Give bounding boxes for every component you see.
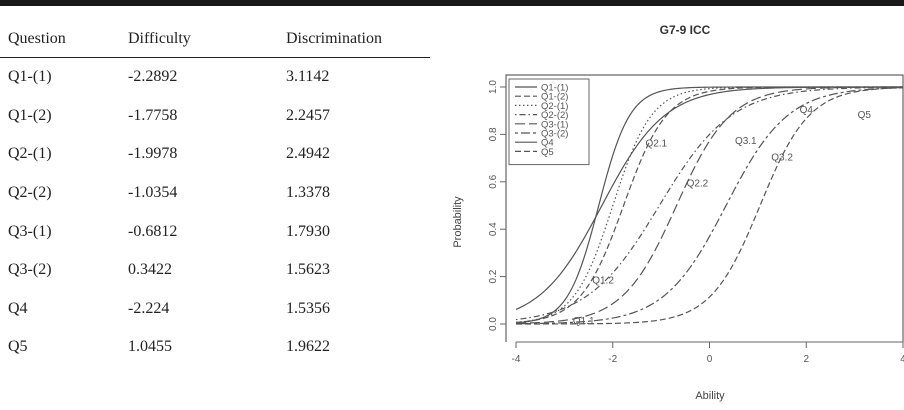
curve-annotation: Q1.2 (592, 276, 614, 287)
icc-chart-svg: G7-9 ICC Probability Ability 0.00.20.40.… (452, 23, 904, 402)
legend-label: Q5 (541, 147, 554, 158)
legend-label: Q4 (541, 138, 554, 149)
legend-label: Q1-(2) (541, 92, 568, 103)
top-rule (0, 0, 904, 6)
curve-annotation: Q2.1 (645, 138, 667, 149)
cell-discrimination: 1.3378 (286, 184, 330, 202)
cell-difficulty: -2.2892 (128, 68, 178, 86)
x-tick-label: -2 (608, 354, 617, 365)
cell-question: Q4 (8, 299, 28, 317)
cell-discrimination: 1.7930 (286, 222, 330, 240)
cell-difficulty: -0.6812 (128, 222, 178, 240)
cell-discrimination: 2.2457 (286, 106, 330, 124)
curve-annotation: Q3.2 (771, 152, 793, 163)
cell-discrimination: 1.5356 (286, 299, 330, 317)
table-row: Q1-(2) -1.7758 2.2457 (0, 97, 430, 136)
series-line-4 (515, 86, 904, 321)
x-tick-label: -4 (512, 354, 521, 365)
curve-annotation: Q2.2 (687, 179, 709, 190)
cell-question: Q2-(2) (8, 184, 52, 202)
column-header-question: Question (0, 20, 120, 58)
cell-question: Q1-(2) (8, 106, 52, 124)
series-line-3 (515, 86, 903, 323)
cell-difficulty: -1.9978 (128, 145, 178, 163)
cell-question: Q2-(1) (8, 145, 52, 163)
series-line-6 (515, 87, 904, 325)
table-row: Q1-(1) -2.2892 3.1142 (0, 58, 430, 97)
cell-question: Q5 (8, 338, 28, 356)
x-tick-label: 4 (900, 354, 904, 365)
curve-annotation: Q5 (858, 110, 872, 121)
cell-discrimination: 2.4942 (286, 145, 330, 163)
x-tick-label: 2 (803, 354, 809, 365)
cell-discrimination: 1.9622 (286, 338, 330, 356)
cell-difficulty: -1.7758 (128, 106, 178, 124)
y-tick-label: 0.8 (488, 127, 499, 141)
y-tick-label: 1.0 (488, 80, 499, 94)
curve-annotation: Q4 (800, 105, 814, 116)
series-line-7 (515, 86, 903, 310)
legend-label: Q3-(1) (541, 119, 568, 130)
legend-label: Q1-(1) (541, 83, 568, 94)
table-row: Q4 -2.224 1.5356 (0, 290, 430, 329)
cell-discrimination: 3.1142 (286, 68, 330, 86)
cell-question: Q1-(1) (8, 68, 52, 86)
curve-annotation: Q1.1 (573, 316, 595, 327)
y-axis-label: Probability (452, 196, 464, 248)
cell-question: Q3-(1) (8, 222, 52, 240)
cell-difficulty: 0.3422 (128, 261, 172, 279)
chart-title: G7-9 ICC (660, 23, 711, 37)
plot-area: 0.0 0.2 0.4 0.6 0.8 1.0 -4 -2 0 2 4 Q1.1 Q1.2 Q2.1 Q2.… (488, 74, 904, 365)
x-tick-label: 0 (707, 354, 713, 365)
table-row: Q3-(2) 0.3422 1.5623 (0, 251, 430, 290)
table-row: Q2-(1) -1.9978 2.4942 (0, 135, 430, 174)
column-header-discrimination: Discrimination (278, 20, 430, 58)
table-header-row: Question Difficulty Discrimination (0, 20, 430, 58)
y-tick-label: 0.2 (488, 269, 499, 283)
y-tick-label: 0.6 (488, 174, 499, 188)
column-header-difficulty: Difficulty (120, 20, 278, 58)
x-axis-label: Ability (695, 390, 725, 402)
table-row: Q3-(1) -0.6812 1.7930 (0, 212, 430, 251)
cell-difficulty: -2.224 (128, 299, 170, 317)
cell-difficulty: -1.0354 (128, 184, 178, 202)
y-tick-label: 0.4 (488, 222, 499, 236)
parameter-table: Question Difficulty Discrimination Q1-(1… (0, 20, 430, 367)
curve-annotation: Q3.1 (735, 136, 757, 147)
cell-question: Q3-(2) (8, 261, 52, 279)
cell-difficulty: 1.0455 (128, 338, 172, 356)
legend-box (508, 78, 590, 166)
legend-label: Q3-(2) (541, 129, 568, 140)
legend-label: Q2-(1) (541, 101, 568, 112)
series-line-8 (516, 87, 904, 325)
table-row: Q5 1.0455 1.9622 (0, 328, 430, 367)
table-row: Q2-(2) -1.0354 1.3378 (0, 174, 430, 213)
icc-chart: G7-9 ICC Probability Ability 0.0 0.2 0.4 0.… (448, 14, 904, 405)
y-tick-label: 0.0 (488, 317, 499, 331)
legend-label: Q2-(2) (541, 110, 568, 121)
cell-discrimination: 1.5623 (286, 261, 330, 279)
